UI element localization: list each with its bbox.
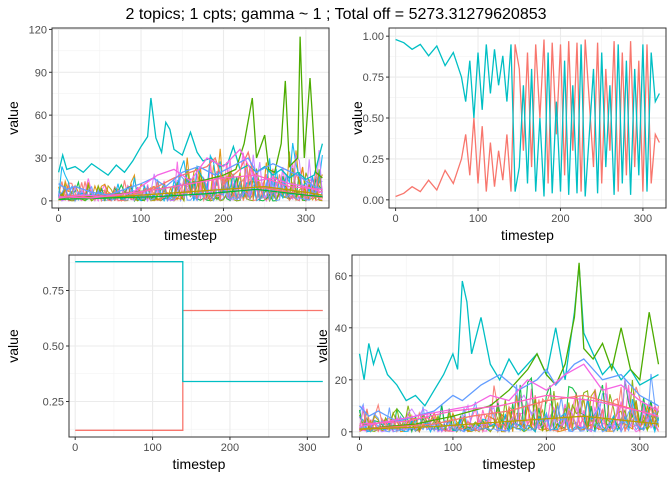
series-line bbox=[58, 174, 323, 199]
y-tick-label: 30 bbox=[35, 153, 47, 165]
series-line bbox=[395, 38, 660, 197]
x-tick-label: 0 bbox=[356, 442, 362, 454]
series-group bbox=[358, 262, 660, 434]
y-tick-label: 0.75 bbox=[43, 286, 64, 298]
x-tick-label: 200 bbox=[214, 213, 232, 225]
series-group bbox=[395, 38, 660, 198]
y-axis-title: value bbox=[314, 329, 330, 363]
series-line bbox=[395, 39, 660, 198]
series-line bbox=[359, 363, 659, 428]
panel-border bbox=[351, 254, 667, 438]
x-tick-label: 0 bbox=[393, 213, 399, 225]
y-tick-label: 60 bbox=[335, 271, 347, 283]
y-tick-label: 90 bbox=[35, 67, 47, 79]
panel-bottom-right: 0 100 200 300 0 20 40 60 timestep value bbox=[314, 254, 667, 472]
x-tick-label: 300 bbox=[297, 213, 315, 225]
y-tick-label: 1.00 bbox=[363, 31, 384, 43]
series-line bbox=[58, 150, 323, 199]
series-line bbox=[359, 394, 659, 430]
y-tick-label: 0.00 bbox=[363, 195, 384, 207]
y-axis-title: value bbox=[5, 329, 21, 363]
series-line bbox=[58, 157, 323, 196]
series-line bbox=[359, 262, 660, 430]
y-axis-title: value bbox=[349, 101, 365, 135]
x-tick-label: 0 bbox=[72, 442, 78, 454]
series-line bbox=[58, 188, 323, 201]
x-tick-label: 200 bbox=[537, 442, 555, 454]
series-line-background bbox=[359, 405, 660, 433]
y-tick-label: 40 bbox=[335, 323, 347, 335]
x-tick-label: 300 bbox=[631, 442, 649, 454]
series-group bbox=[57, 36, 324, 203]
y-tick-label: 0 bbox=[41, 196, 47, 208]
series-line bbox=[359, 415, 659, 430]
x-axis-title: timestep bbox=[483, 456, 536, 472]
y-tick-label: 60 bbox=[35, 110, 47, 122]
x-tick-label: 300 bbox=[298, 442, 316, 454]
x-axis-title: timestep bbox=[501, 227, 554, 243]
y-tick-label: 0.50 bbox=[43, 341, 64, 353]
y-tick-label: 0.25 bbox=[363, 154, 384, 166]
x-tick-label: 0 bbox=[56, 213, 62, 225]
series-line bbox=[358, 265, 659, 407]
series-line bbox=[57, 97, 324, 181]
x-tick-label: 100 bbox=[444, 442, 462, 454]
x-tick-label: 200 bbox=[221, 442, 239, 454]
y-tick-label: 120 bbox=[29, 24, 47, 36]
series-line-background bbox=[359, 387, 659, 433]
x-axis-title: timestep bbox=[164, 227, 217, 243]
x-tick-label: 100 bbox=[143, 442, 161, 454]
y-tick-label: 20 bbox=[335, 375, 347, 387]
y-axis-title: value bbox=[5, 101, 21, 135]
y-tick-label: 0 bbox=[341, 427, 347, 439]
panel-top-left: 0 100 200 300 0 30 60 90 120 timestep value bbox=[5, 24, 330, 243]
series-line bbox=[75, 261, 323, 383]
x-tick-label: 300 bbox=[634, 213, 652, 225]
panel-bottom-left: 0 100 200 300 0.25 0.50 0.75 timestep value bbox=[5, 254, 330, 472]
x-tick-label: 200 bbox=[551, 213, 569, 225]
series-line bbox=[58, 36, 323, 199]
panel-top-right: 0 100 200 300 0.00 0.25 0.50 0.75 1.00 timestep va… bbox=[349, 27, 667, 243]
x-tick-label: 100 bbox=[469, 213, 487, 225]
panel-border bbox=[51, 27, 330, 209]
series-line bbox=[359, 394, 659, 425]
y-tick-label: 0.50 bbox=[363, 113, 384, 125]
x-tick-label: 100 bbox=[132, 213, 150, 225]
y-tick-label: 0.75 bbox=[363, 72, 384, 84]
y-tick-label: 0.25 bbox=[43, 396, 64, 408]
figure-title: 2 topics; 1 cpts; gamma ~ 1 ; Total off … bbox=[125, 6, 546, 23]
series-group bbox=[75, 261, 323, 431]
x-axis-title: timestep bbox=[173, 456, 226, 472]
